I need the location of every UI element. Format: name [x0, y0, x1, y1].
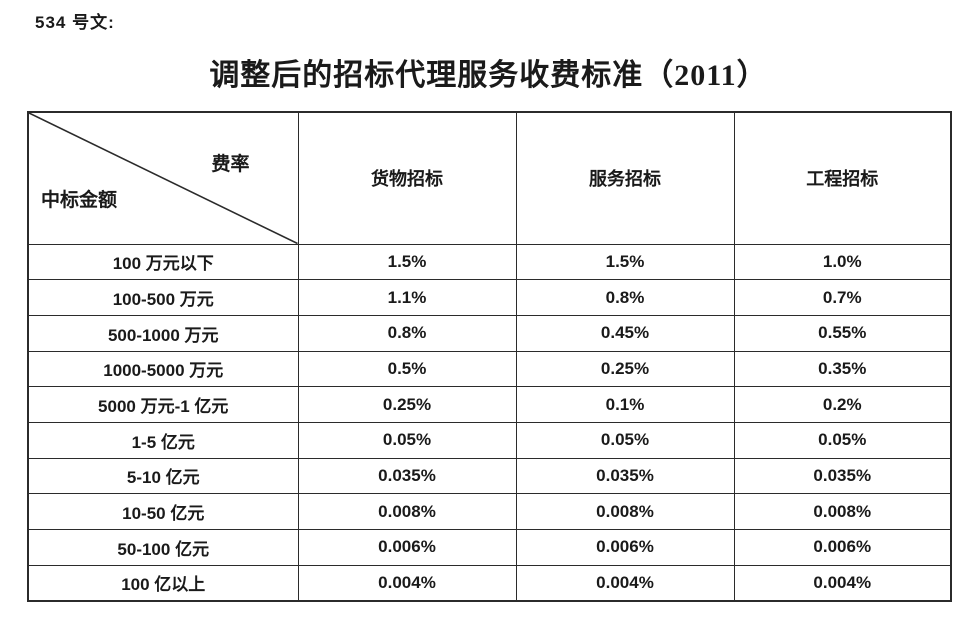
- amount-range-cell: 50-100 亿元: [27, 529, 299, 566]
- rate-cell: 0.008%: [733, 493, 952, 530]
- table-header-row: 费率 中标金额 货物招标 服务招标 工程招标: [27, 111, 952, 245]
- table-row: 500-1000 万元 0.8% 0.45% 0.55%: [27, 314, 952, 352]
- rate-cell: 0.008%: [297, 493, 517, 530]
- rate-cell: 0.7%: [733, 279, 952, 316]
- rate-cell: 0.008%: [515, 493, 735, 530]
- amount-range-cell: 5000 万元-1 亿元: [27, 386, 299, 423]
- rate-cell: 1.5%: [515, 243, 735, 281]
- table-row: 1-5 亿元 0.05% 0.05% 0.05%: [27, 421, 952, 459]
- rate-cell: 1.1%: [297, 279, 517, 316]
- column-header-goods: 货物招标: [297, 111, 517, 245]
- rate-cell: 0.05%: [297, 421, 517, 459]
- table-row: 5-10 亿元 0.035% 0.035% 0.035%: [27, 457, 952, 495]
- rate-cell: 0.006%: [733, 529, 952, 566]
- rate-cell: 0.2%: [733, 386, 952, 423]
- rate-cell: 0.006%: [297, 529, 517, 566]
- rate-cell: 0.25%: [515, 350, 735, 388]
- table-row: 50-100 亿元 0.006% 0.006% 0.006%: [27, 529, 952, 566]
- amount-range-cell: 1-5 亿元: [27, 421, 299, 459]
- rate-cell: 0.5%: [297, 350, 517, 388]
- document-number-label: 534 号文:: [35, 13, 115, 32]
- amount-range-cell: 100 万元以下: [27, 243, 299, 281]
- page-title: 调整后的招标代理服务收费标准（2011）: [209, 59, 768, 92]
- column-header-engineering: 工程招标: [733, 111, 952, 245]
- table-row: 5000 万元-1 亿元 0.25% 0.1% 0.2%: [27, 386, 952, 423]
- amount-range-cell: 500-1000 万元: [27, 314, 299, 352]
- rate-cell: 0.035%: [733, 457, 952, 495]
- rate-cell: 0.006%: [515, 529, 735, 566]
- table-row: 10-50 亿元 0.008% 0.008% 0.008%: [27, 493, 952, 530]
- amount-range-cell: 100 亿以上: [27, 564, 299, 602]
- diagonal-divider-line: [29, 113, 298, 244]
- rate-cell: 0.35%: [733, 350, 952, 388]
- table-row: 100 亿以上 0.004% 0.004% 0.004%: [27, 564, 952, 602]
- rate-cell: 0.05%: [515, 421, 735, 459]
- rate-cell: 0.1%: [515, 386, 735, 423]
- rate-cell: 1.0%: [733, 243, 952, 281]
- rate-cell: 0.25%: [297, 386, 517, 423]
- corner-label-bid-amount: 中标金额: [41, 190, 118, 211]
- rate-cell: 0.004%: [297, 564, 517, 602]
- table-row: 100 万元以下 1.5% 1.5% 1.0%: [27, 243, 952, 281]
- rate-cell: 0.004%: [733, 564, 952, 602]
- rate-cell: 0.45%: [515, 314, 735, 352]
- amount-range-cell: 5-10 亿元: [27, 457, 299, 495]
- table-row: 1000-5000 万元 0.5% 0.25% 0.35%: [27, 350, 952, 388]
- rate-cell: 0.004%: [515, 564, 735, 602]
- amount-range-cell: 1000-5000 万元: [27, 350, 299, 388]
- corner-label-rate: 费率: [211, 154, 250, 175]
- rate-cell: 0.035%: [297, 457, 517, 495]
- rate-cell: 0.8%: [297, 314, 517, 352]
- rate-cell: 1.5%: [297, 243, 517, 281]
- amount-range-cell: 10-50 亿元: [27, 493, 299, 530]
- diagonal-corner-cell: 费率 中标金额: [27, 111, 299, 245]
- rate-cell: 0.05%: [733, 421, 952, 459]
- fee-standard-table: 费率 中标金额 货物招标 服务招标 工程招标 100 万元以下 1.5% 1.5…: [27, 111, 952, 602]
- column-header-service: 服务招标: [515, 111, 735, 245]
- table-row: 100-500 万元 1.1% 0.8% 0.7%: [27, 279, 952, 316]
- rate-cell: 0.8%: [515, 279, 735, 316]
- rate-cell: 0.035%: [515, 457, 735, 495]
- rate-cell: 0.55%: [733, 314, 952, 352]
- amount-range-cell: 100-500 万元: [27, 279, 299, 316]
